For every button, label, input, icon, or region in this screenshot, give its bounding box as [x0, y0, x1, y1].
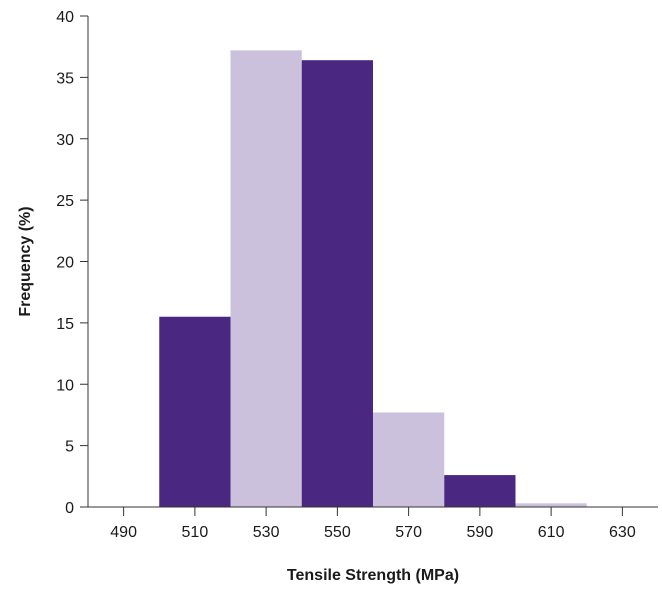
y-tick-label: 15 [56, 316, 74, 333]
y-tick-label: 0 [65, 500, 74, 517]
x-tick-label: 490 [110, 524, 137, 541]
y-tick-label: 40 [56, 9, 74, 26]
y-tick-label: 20 [56, 255, 74, 272]
y-tick-label: 10 [56, 377, 74, 394]
histogram-bar-580-600 [444, 475, 515, 507]
x-tick-label: 550 [324, 524, 351, 541]
x-tick-label: 630 [609, 524, 636, 541]
y-tick-label: 30 [56, 132, 74, 149]
y-axis-title: Frequency (%) [17, 206, 34, 316]
y-tick-label: 35 [56, 70, 74, 87]
x-tick-label: 590 [467, 524, 494, 541]
histogram-bar-560-580 [373, 412, 444, 507]
x-ticks-group: 490 510 530 550 570 590 610 630 [110, 507, 636, 541]
x-tick-label: 530 [253, 524, 280, 541]
bars-group [159, 50, 587, 507]
x-tick-label: 610 [538, 524, 565, 541]
histogram-bar-600-620 [516, 503, 587, 507]
x-axis-title: Tensile Strength (MPa) [287, 567, 459, 584]
y-tick-label: 25 [56, 193, 74, 210]
histogram-bar-540-560 [302, 60, 373, 507]
y-ticks-group: 0 5 10 15 20 25 30 35 40 [56, 9, 88, 517]
x-tick-label: 570 [395, 524, 422, 541]
histogram-bar-520-540 [231, 50, 302, 507]
histogram-bar-500-520 [159, 317, 230, 507]
x-tick-label: 510 [182, 524, 209, 541]
y-tick-label: 5 [65, 439, 74, 456]
